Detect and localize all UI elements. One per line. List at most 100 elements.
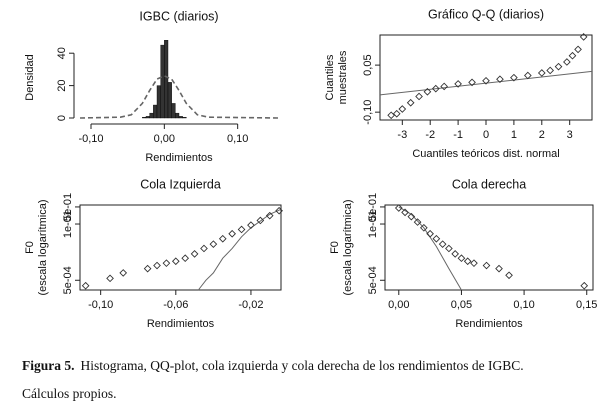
histogram-bar <box>153 104 158 119</box>
point <box>237 225 246 234</box>
point <box>454 80 462 88</box>
y-tick-label: 1e-01 <box>62 210 74 238</box>
point <box>468 78 476 87</box>
caption: Figura 5. Histograma, QQ-plot, cola izqui… <box>22 358 524 373</box>
y-tick-label: -0,10 <box>362 100 374 125</box>
point <box>579 33 588 41</box>
x-tick-label: -0,06 <box>163 299 188 311</box>
y-tick-label: 5e-01 <box>62 193 74 221</box>
y-axis-label: muestrales <box>337 50 349 104</box>
point <box>398 105 407 113</box>
x-tick-label: -2 <box>425 129 435 141</box>
y-tick-label: 1e-01 <box>367 210 379 238</box>
y-tick-label: 0,05 <box>362 54 374 75</box>
point <box>568 51 577 60</box>
point <box>482 76 490 85</box>
point <box>496 75 504 84</box>
point <box>247 221 255 229</box>
point <box>228 229 236 238</box>
x-tick-label: -0,10 <box>78 133 103 145</box>
x-tick-label: 0,15 <box>576 299 597 311</box>
histogram-bar <box>175 112 180 119</box>
y-axis-label: Cuantiles <box>324 54 336 100</box>
chart-title: Cola derecha <box>452 177 526 191</box>
curve <box>79 75 279 119</box>
x-axis-label: Rendimientos <box>145 152 213 164</box>
point <box>153 261 161 270</box>
frame <box>79 204 282 291</box>
x-tick-label: 0,10 <box>513 299 534 311</box>
point <box>218 234 227 243</box>
point <box>482 261 491 270</box>
point <box>574 45 582 54</box>
histogram-bar <box>167 82 172 119</box>
point <box>438 240 447 248</box>
point <box>537 69 546 77</box>
point <box>431 84 440 93</box>
point <box>81 281 90 290</box>
histogram-bar <box>156 85 161 119</box>
point <box>209 240 218 248</box>
x-axis-label: Rendimientos <box>455 318 523 330</box>
point <box>401 208 409 217</box>
frame <box>384 204 594 291</box>
x-tick-label: -1 <box>453 129 463 141</box>
histogram-bar <box>142 116 147 119</box>
y-tick-label: 40 <box>56 47 68 59</box>
y-axis-label: F0 <box>329 241 341 254</box>
y-tick-label: 5e-04 <box>62 266 74 294</box>
y-tick-label: 5e-04 <box>367 266 379 294</box>
histogram-bar <box>164 40 169 119</box>
point <box>190 250 199 258</box>
point <box>510 73 518 82</box>
x-tick-label: 1 <box>511 129 517 141</box>
chart-title: Gráfico Q-Q (diarios) <box>428 7 544 21</box>
point <box>445 244 453 253</box>
point <box>171 257 180 266</box>
point <box>413 218 422 226</box>
y-axis-label: F0 <box>24 241 36 254</box>
point <box>580 281 589 290</box>
x-tick-label: 0,05 <box>451 299 472 311</box>
histogram-bar <box>145 116 150 119</box>
caption-note: Cálculos propios. <box>22 386 117 401</box>
caption-label: Figura 5. <box>22 358 75 373</box>
x-tick-label: 0,00 <box>154 133 175 145</box>
y-tick-label: 20 <box>56 79 68 91</box>
x-tick-label: -0,10 <box>88 299 113 311</box>
point <box>420 223 428 232</box>
x-tick-label: 0,10 <box>227 133 248 145</box>
x-tick-label: 3 <box>567 129 573 141</box>
point <box>432 234 441 243</box>
x-tick-label: 2 <box>539 129 545 141</box>
histogram-bar <box>160 44 165 119</box>
point <box>392 109 401 118</box>
point <box>407 212 416 221</box>
x-tick-label: 0 <box>483 129 489 141</box>
point <box>457 254 466 263</box>
point <box>200 244 208 253</box>
point <box>275 206 283 215</box>
point <box>423 87 432 96</box>
x-axis-label: Rendimientos <box>147 318 215 330</box>
curve <box>197 208 282 291</box>
point <box>563 58 571 66</box>
point <box>495 264 503 273</box>
point <box>546 66 554 75</box>
point <box>524 71 532 80</box>
point <box>554 62 563 71</box>
point <box>143 264 152 273</box>
y-tick-label: 0 <box>56 115 68 121</box>
point <box>505 271 513 280</box>
point <box>119 269 128 277</box>
x-tick-label: 0,00 <box>388 299 409 311</box>
y-tick-label: 5e-01 <box>367 193 379 221</box>
chart-title: IGBC (diarios) <box>139 9 218 23</box>
x-tick-label: -0,02 <box>238 299 263 311</box>
point <box>265 211 274 220</box>
point <box>426 229 434 238</box>
point <box>440 82 448 91</box>
histogram-bar <box>178 116 183 119</box>
caption-text: Histograma, QQ-plot, cola izquierda y co… <box>81 358 524 373</box>
